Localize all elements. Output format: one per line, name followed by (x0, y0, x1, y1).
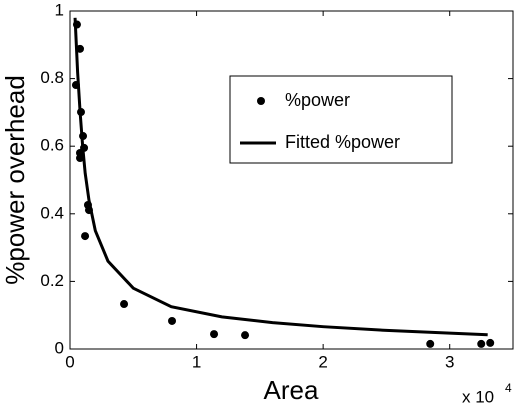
x-axis-label: Area (264, 375, 319, 405)
scatter-point (75, 154, 84, 163)
y-axis-label: %power overhead (0, 75, 30, 285)
x-multiplier: x 10 (462, 387, 494, 406)
scatter-point (477, 339, 486, 348)
x-tick-label: 1 (192, 352, 201, 371)
scatter-point (241, 331, 250, 340)
plot-frame (69, 10, 514, 350)
y-tick-label: 0.4 (40, 203, 64, 222)
legend-box (229, 75, 453, 164)
fitted-line (73, 17, 488, 337)
scatter-point (486, 338, 495, 347)
x-tick-label: 0 (65, 352, 74, 371)
y-tick-label: 0.2 (40, 271, 64, 290)
scatter-point (426, 339, 435, 348)
scatter-point (81, 232, 90, 241)
y-tick-label: 0.8 (40, 68, 64, 87)
x-tick-label: 3 (445, 352, 454, 371)
y-tick-label: 0 (55, 338, 64, 357)
scatter-point (120, 300, 129, 309)
legend-text: Fitted %power (285, 132, 400, 152)
y-tick-label: 0.6 (40, 136, 64, 155)
legend-text: %power (285, 90, 350, 110)
x-multiplier-exponent: 4 (505, 381, 512, 395)
y-tick-label: 1 (55, 0, 64, 19)
x-tick-label: 2 (318, 352, 327, 371)
legend-marker (257, 97, 265, 105)
scatter-point (168, 316, 177, 325)
scatter-point (210, 330, 219, 339)
